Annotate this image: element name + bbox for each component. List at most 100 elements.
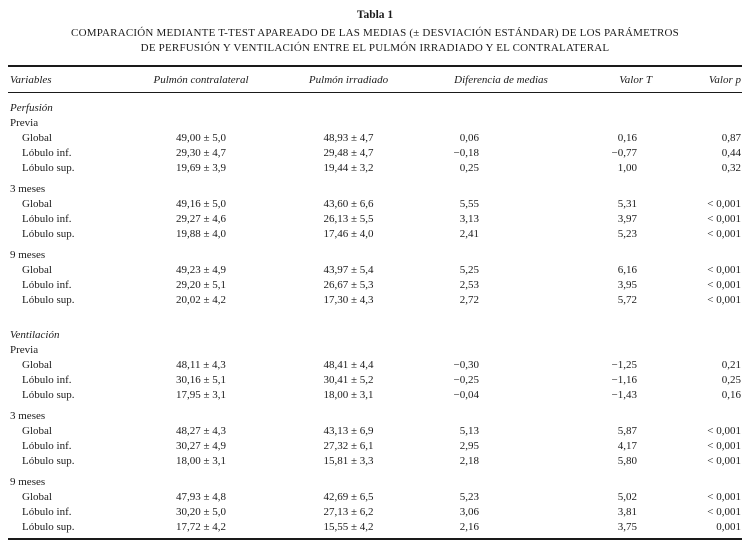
cell-pulmon-irradiado: 17,30 ± 4,3 xyxy=(323,294,374,306)
cell-pulmon-irradiado: 43,97 ± 5,4 xyxy=(323,264,374,276)
table-row: Global 48,11 ± 4,3 48,41 ± 4,4 −0,30 −1,25 0,… xyxy=(8,358,742,373)
cell-pulmon-irradiado: 27,13 ± 6,2 xyxy=(323,506,374,518)
row-label: Lóbulo inf. xyxy=(22,213,72,225)
row-label: Global xyxy=(22,359,52,371)
cell-valor-p: < 0,001 xyxy=(707,264,741,276)
cell-valor-t: 4,17 xyxy=(617,440,637,452)
cell-diferencia-de-medias: −0,18 xyxy=(453,147,479,159)
cell-pulmon-irradiado: 48,41 ± 4,4 xyxy=(323,359,374,371)
cell-diferencia-de-medias: 3,13 xyxy=(459,213,479,225)
section-label: Perfusión xyxy=(10,102,53,114)
cell-pulmon-irradiado: 26,13 ± 5,5 xyxy=(323,213,374,225)
cell-valor-t: −1,43 xyxy=(611,389,637,401)
cell-diferencia-de-medias: 2,18 xyxy=(459,455,479,467)
cell-diferencia-de-medias: −0,30 xyxy=(453,359,479,371)
table-row: Global 49,23 ± 4,9 43,97 ± 5,4 5,25 6,16 < 0,… xyxy=(8,263,742,278)
table-row: Lóbulo sup. 17,95 ± 3,1 18,00 ± 3,1 −0,04 −1… xyxy=(8,388,742,403)
group-label: Previa xyxy=(10,117,39,129)
table-row: Lóbulo inf. 30,27 ± 4,9 27,32 ± 6,1 2,95 4,1… xyxy=(8,439,742,454)
group-header-row: 9 meses xyxy=(8,469,742,490)
cell-pulmon-irradiado: 29,48 ± 4,7 xyxy=(323,147,374,159)
cell-pulmon-contralateral: 17,72 ± 4,2 xyxy=(175,521,227,533)
group-header-row: 9 meses xyxy=(8,242,742,263)
cell-valor-t: −1,16 xyxy=(611,374,637,386)
ttest-comparison-table: Variables Pulmón contralateral Pulmón ir… xyxy=(8,65,742,540)
cell-pulmon-irradiado: 19,44 ± 3,2 xyxy=(323,162,374,174)
row-label: Global xyxy=(22,132,52,144)
table-label: Tabla 1 xyxy=(356,9,394,21)
table-row: Lóbulo sup. 19,69 ± 3,9 19,44 ± 3,2 0,25 1,0… xyxy=(8,161,742,176)
cell-valor-p: 0,87 xyxy=(721,132,741,144)
table-row: Global 49,00 ± 5,0 48,93 ± 4,7 0,06 0,16 0,87 xyxy=(8,131,742,146)
table-row: Lóbulo sup. 18,00 ± 3,1 15,81 ± 3,3 2,18 5,8… xyxy=(8,454,742,469)
cell-pulmon-contralateral: 29,30 ± 4,7 xyxy=(175,147,227,159)
cell-pulmon-contralateral: 30,20 ± 5,0 xyxy=(175,506,227,518)
row-label: Lóbulo sup. xyxy=(22,389,75,401)
table-title-line1: COMPARACIÓN MEDIANTE T-TEST APAREADO DE … xyxy=(71,27,679,39)
cell-valor-p: 0,32 xyxy=(721,162,741,174)
table-title-line2: DE PERFUSIÓN Y VENTILACIÓN ENTRE EL PULM… xyxy=(140,42,610,54)
cell-valor-p: 0,21 xyxy=(721,359,741,371)
cell-diferencia-de-medias: 2,53 xyxy=(459,279,479,291)
cell-diferencia-de-medias: 2,95 xyxy=(459,440,479,452)
cell-pulmon-irradiado: 15,55 ± 4,2 xyxy=(323,521,374,533)
cell-pulmon-contralateral: 48,27 ± 4,3 xyxy=(175,425,227,437)
table-header-row: Variables Pulmón contralateral Pulmón ir… xyxy=(8,65,742,93)
row-label: Lóbulo sup. xyxy=(22,294,75,306)
cell-valor-p: 0,25 xyxy=(721,374,741,386)
group-label: 3 meses xyxy=(10,410,46,422)
cell-pulmon-contralateral: 47,93 ± 4,8 xyxy=(175,491,227,503)
cell-diferencia-de-medias: 0,25 xyxy=(459,162,479,174)
cell-valor-t: 5,72 xyxy=(617,294,637,306)
cell-valor-p: < 0,001 xyxy=(707,455,741,467)
row-label: Lóbulo sup. xyxy=(22,455,75,467)
cell-pulmon-contralateral: 20,02 ± 4,2 xyxy=(175,294,227,306)
cell-diferencia-de-medias: 2,72 xyxy=(459,294,479,306)
cell-valor-t: 5,23 xyxy=(617,228,637,240)
cell-valor-p: < 0,001 xyxy=(707,228,741,240)
cell-valor-t: 1,00 xyxy=(617,162,637,174)
col-header-pulmon-irradiado: Pulmón irradiado xyxy=(276,65,421,93)
cell-pulmon-irradiado: 43,60 ± 6,6 xyxy=(323,198,374,210)
cell-diferencia-de-medias: 2,16 xyxy=(459,521,479,533)
cell-pulmon-contralateral: 29,20 ± 5,1 xyxy=(175,279,227,291)
table-row: Global 47,93 ± 4,8 42,69 ± 6,5 5,23 5,02 < 0,… xyxy=(8,490,742,505)
table-row: Lóbulo sup. 19,88 ± 4,0 17,46 ± 4,0 2,41 5,2… xyxy=(8,227,742,242)
cell-valor-t: 3,81 xyxy=(617,506,637,518)
cell-valor-t: −1,25 xyxy=(611,359,637,371)
group-header-row: 3 meses xyxy=(8,176,742,197)
row-label: Lóbulo inf. xyxy=(22,374,72,386)
cell-pulmon-irradiado: 30,41 ± 5,2 xyxy=(323,374,374,386)
table-row: Lóbulo inf. 29,30 ± 4,7 29,48 ± 4,7 −0,18 −0… xyxy=(8,146,742,161)
cell-pulmon-contralateral: 19,88 ± 4,0 xyxy=(175,228,227,240)
cell-pulmon-contralateral: 19,69 ± 3,9 xyxy=(175,162,227,174)
cell-valor-p: 0,001 xyxy=(716,521,741,533)
row-label: Global xyxy=(22,425,52,437)
cell-pulmon-irradiado: 15,81 ± 3,3 xyxy=(323,455,374,467)
cell-valor-t: 6,16 xyxy=(617,264,637,276)
table-row: Lóbulo inf. 30,20 ± 5,0 27,13 ± 6,2 3,06 3,8… xyxy=(8,505,742,520)
table-row: Lóbulo inf. 29,20 ± 5,1 26,67 ± 5,3 2,53 3,9… xyxy=(8,278,742,293)
cell-pulmon-irradiado: 48,93 ± 4,7 xyxy=(323,132,374,144)
cell-valor-t: 3,95 xyxy=(617,279,637,291)
group-header-row: Previa xyxy=(8,343,742,358)
cell-pulmon-contralateral: 29,27 ± 4,6 xyxy=(175,213,227,225)
cell-diferencia-de-medias: 5,25 xyxy=(459,264,479,276)
cell-diferencia-de-medias: 5,55 xyxy=(459,198,479,210)
cell-pulmon-irradiado: 27,32 ± 6,1 xyxy=(323,440,374,452)
cell-valor-p: 0,16 xyxy=(721,389,741,401)
cell-pulmon-irradiado: 17,46 ± 4,0 xyxy=(323,228,374,240)
cell-diferencia-de-medias: 2,41 xyxy=(459,228,479,240)
cell-valor-t: 3,97 xyxy=(617,213,637,225)
table-title: COMPARACIÓN MEDIANTE T-TEST APAREADO DE … xyxy=(0,26,750,56)
group-label: 9 meses xyxy=(10,476,46,488)
table-row: Lóbulo inf. 29,27 ± 4,6 26,13 ± 5,5 3,13 3,9… xyxy=(8,212,742,227)
table-row: Lóbulo sup. 17,72 ± 4,2 15,55 ± 4,2 2,16 3,7… xyxy=(8,520,742,539)
section-label: Ventilación xyxy=(10,329,60,341)
cell-valor-p: < 0,001 xyxy=(707,506,741,518)
cell-valor-t: 5,80 xyxy=(617,455,637,467)
cell-diferencia-de-medias: −0,04 xyxy=(453,389,479,401)
row-label: Lóbulo inf. xyxy=(22,279,72,291)
cell-pulmon-irradiado: 26,67 ± 5,3 xyxy=(323,279,374,291)
